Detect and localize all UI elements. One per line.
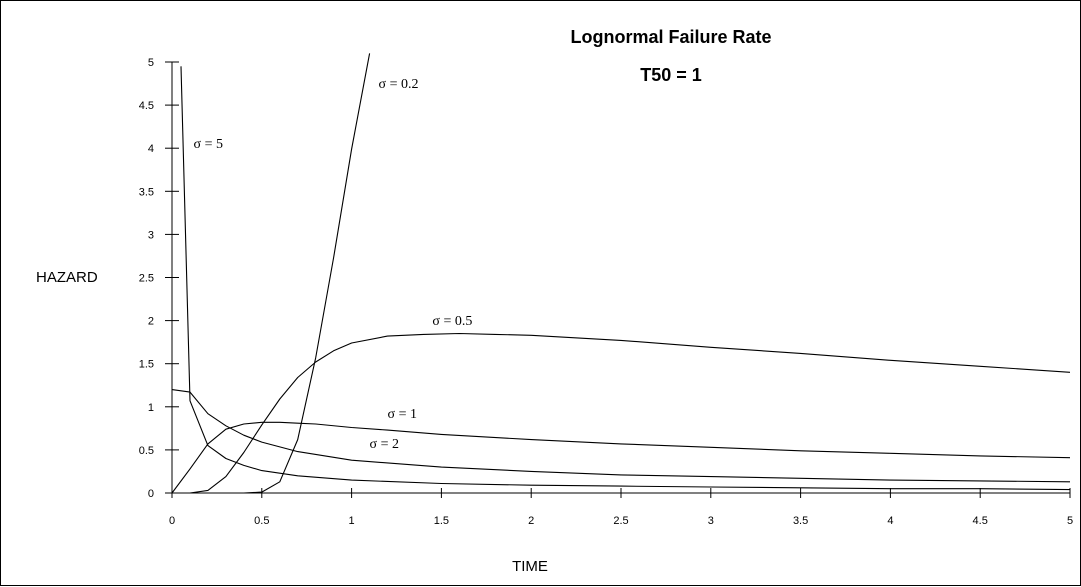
y-tick-label: 1.5: [139, 359, 154, 371]
annotation-layer: σ = 0.2 σ = 5 σ = 0.5 σ = 1 σ = 2: [194, 77, 473, 452]
series-layer: [171, 53, 1071, 494]
series-annotation-label: σ = 0.5: [432, 314, 472, 329]
series-line-2: [171, 421, 1071, 494]
y-tick-label: 0.5: [139, 445, 154, 457]
x-tick-label: 3.5: [793, 515, 808, 527]
series-line-3: [171, 389, 1071, 483]
x-tick-label: 3: [708, 515, 714, 527]
x-axis-label: TIME: [512, 558, 548, 575]
y-axis-label: HAZARD: [36, 269, 98, 286]
series-line-1: [172, 332, 1071, 494]
series-annotation-label: σ = 5: [194, 137, 223, 152]
x-tick-label: 4.5: [973, 515, 988, 527]
x-tick-label: 0.5: [254, 515, 269, 527]
x-tick-label: 2.5: [613, 515, 628, 527]
y-tick-label: 3: [148, 229, 154, 241]
x-tick-label: 1: [349, 515, 355, 527]
x-tick-label: 0: [169, 515, 175, 527]
y-tick-label: 2: [148, 316, 154, 328]
x-tick-label: 5: [1067, 515, 1073, 527]
y-tick-label: 4: [148, 143, 154, 155]
series-annotation-label: σ = 1: [388, 407, 417, 422]
x-tick-label: 4: [887, 515, 893, 527]
y-tick-label: 4.5: [139, 100, 154, 112]
series-line-0: [172, 53, 371, 494]
y-tick-label: 5: [148, 57, 154, 69]
series-annotation-label: σ = 0.2: [379, 77, 419, 92]
axes-layer: 0 0.5 1 1.5 2 2.5 3 3.5 4 4.5 5 0 0.5 1 1.5 2 2.5 3 3.5 4 4.…: [139, 57, 1073, 527]
y-tick-label: 3.5: [139, 186, 154, 198]
y-tick-label: 1: [148, 402, 154, 414]
chart-title: Lognormal Failure Rate: [570, 27, 771, 47]
y-tick-label: 0: [148, 488, 154, 500]
x-tick-label: 1.5: [434, 515, 449, 527]
series-annotation-label: σ = 2: [370, 437, 399, 452]
x-tick-label: 2: [528, 515, 534, 527]
chart-subtitle: T50 = 1: [640, 65, 702, 85]
y-tick-label: 2.5: [139, 273, 154, 285]
series-line-4: [180, 66, 1071, 491]
